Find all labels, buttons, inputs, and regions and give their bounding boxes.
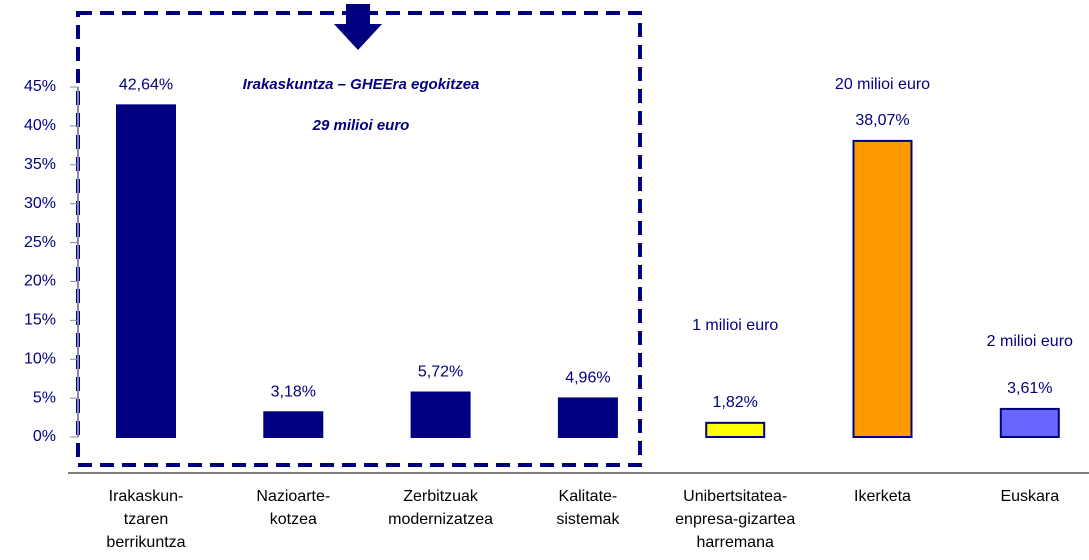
y-tick-label: 0%: [33, 428, 56, 445]
value-label: 3,61%: [1007, 380, 1052, 397]
x-tick-label: Unibertsitatea-enpresa-gizartea harremana: [675, 488, 795, 551]
value-label: 5,72%: [418, 364, 463, 381]
x-tick-label: Kalitate-sistemak: [556, 488, 620, 528]
bar: [410, 391, 471, 438]
y-tick-label: 45%: [24, 78, 56, 95]
bar: [116, 104, 176, 438]
x-tick-label: Irakaskun-tzaren berrikuntza: [106, 488, 185, 551]
value-label: 1,82%: [713, 394, 758, 411]
value-label: 42,64%: [119, 77, 173, 94]
value-label: 3,18%: [271, 383, 316, 400]
value-label: 4,96%: [565, 370, 610, 387]
value-label: 38,07%: [855, 112, 909, 129]
y-tick-label: 30%: [24, 195, 56, 212]
y-tick-label: 5%: [33, 389, 56, 406]
annotation: 1 milioi euro: [692, 317, 778, 334]
x-tick-label: Ikerketa: [854, 488, 911, 505]
x-tick-label: Zerbitzuak modernizatzea: [388, 488, 493, 528]
bar: [263, 411, 324, 438]
annotation: 20 milioi euro: [835, 76, 930, 93]
x-tick-label: Nazioarte-kotzea: [256, 488, 330, 528]
y-tick-label: 35%: [24, 156, 56, 173]
bar: [705, 421, 766, 439]
bar: [852, 139, 913, 438]
arrow: [334, 4, 382, 50]
y-tick-label: 15%: [24, 312, 56, 329]
bar: [999, 407, 1060, 438]
x-tick-label: Euskara: [1000, 488, 1059, 505]
annotation: 29 milioi euro: [312, 117, 410, 134]
y-tick-label: 10%: [24, 350, 56, 367]
annotation: 2 milioi euro: [987, 333, 1073, 350]
bar: [557, 397, 618, 438]
y-tick-label: 20%: [24, 273, 56, 290]
y-tick-label: 40%: [24, 117, 56, 134]
y-tick-label: 25%: [24, 234, 56, 251]
annotation: Irakaskuntza – GHEEra egokitzea: [243, 76, 480, 93]
